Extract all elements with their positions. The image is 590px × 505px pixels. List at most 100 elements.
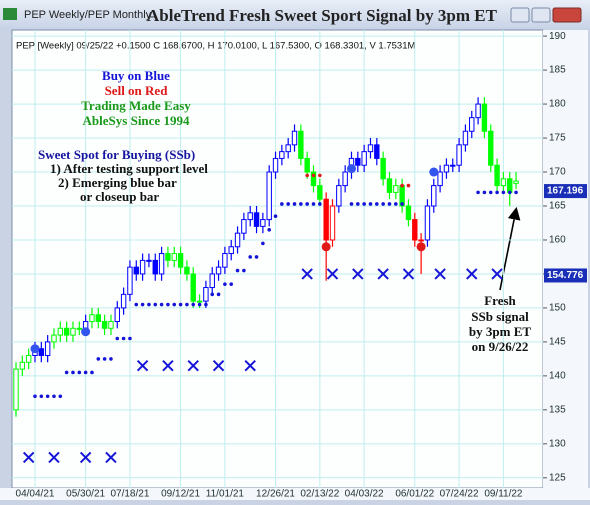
candle-body [481, 103, 488, 132]
support-dot [242, 268, 246, 273]
candle-body [405, 205, 412, 221]
candle-body [146, 259, 152, 262]
candle-body [317, 185, 323, 200]
x-tick-label: 09/11/22 [484, 489, 523, 500]
candle-body [133, 266, 139, 275]
candle-body [475, 103, 481, 119]
candle-body [57, 327, 64, 336]
support-dot [387, 202, 392, 206]
candle-body [95, 314, 101, 323]
candle-body [456, 144, 462, 166]
chart-title: AbleTrend Fresh Sweet Sport Signal by 3p… [147, 6, 498, 25]
plot-area [11, 29, 544, 489]
price-label: 167.196 [547, 186, 584, 197]
x-mark [466, 268, 478, 280]
annotation: 2) Emerging blue bar [58, 175, 177, 190]
candle-body [469, 117, 475, 132]
support-dot [109, 357, 113, 361]
x-mark [79, 451, 92, 464]
minimize-button[interactable] [510, 7, 530, 23]
candle-body [507, 178, 513, 193]
support-dot [121, 336, 126, 341]
x-tick-label: 06/01/22 [395, 489, 434, 500]
candle-body [114, 307, 120, 323]
support-dot [159, 302, 164, 307]
x-axis-area [0, 488, 590, 500]
support-dot [210, 292, 215, 297]
support-dot [52, 394, 56, 399]
y-tick-label: 150 [549, 303, 566, 314]
support-dot [394, 202, 398, 206]
support-dot [305, 202, 309, 206]
candle-body [462, 130, 469, 146]
annotation: on 9/26/22 [472, 339, 529, 354]
candle-body [228, 246, 234, 255]
candle-body [108, 321, 114, 329]
support-dot [90, 370, 94, 375]
candle-body [120, 293, 127, 309]
support-dot [501, 190, 506, 195]
app-icon [3, 8, 17, 20]
candle-body [152, 259, 158, 275]
candle-body [443, 164, 450, 173]
x-mark [48, 451, 60, 464]
candle-body [177, 253, 184, 268]
candle-body [361, 151, 367, 166]
annotation: Buy on Blue [102, 68, 170, 83]
annotation: Sell on Red [105, 83, 169, 98]
annotation: Sweet Spot for Buying (SSb) [38, 147, 195, 162]
support-dot [507, 190, 512, 195]
y-axis-area [543, 30, 588, 488]
close-button[interactable] [552, 7, 582, 23]
support-dot [185, 302, 189, 307]
candle-body [450, 164, 456, 167]
x-tick-label: 07/18/21 [110, 489, 149, 500]
x-mark [352, 268, 364, 280]
sell-signal [321, 242, 331, 252]
candle-body [272, 157, 279, 173]
support-dot [482, 190, 487, 195]
candle-body [209, 273, 215, 289]
candle-body [298, 130, 304, 159]
support-dot [153, 302, 158, 307]
candle-body [355, 157, 361, 166]
annotation: 1) After testing support level [50, 161, 208, 176]
x-mark [187, 359, 199, 372]
y-tick-label: 165 [549, 201, 566, 212]
support-dot [204, 302, 208, 307]
x-tick-label: 04/03/22 [345, 489, 384, 500]
support-dot [362, 202, 366, 206]
maximize-button[interactable] [531, 7, 551, 23]
support-dot [267, 227, 272, 232]
candle-body [19, 361, 26, 370]
y-tick-label: 180 [549, 99, 566, 110]
candle-body [431, 185, 437, 207]
buy-signal [429, 167, 439, 177]
x-mark [301, 268, 313, 280]
quote-header: PEP [Weekly] 09/25/22 +0.1500 C 168.6700… [16, 41, 415, 52]
support-dot [368, 202, 373, 206]
annotation: by 3pm ET [469, 324, 531, 339]
annotation: SSb signal [471, 309, 529, 324]
support-dot [280, 202, 284, 206]
candle-body [215, 266, 222, 275]
support-dot [216, 292, 221, 297]
support-dot [140, 302, 145, 307]
candle-body [171, 253, 177, 261]
candle-body [63, 327, 70, 336]
candle-body [386, 178, 393, 193]
annotation: or closeup bar [80, 189, 159, 204]
support-dot [172, 302, 177, 307]
x-mark [22, 451, 35, 464]
candle-body [336, 185, 342, 207]
candle-body [222, 253, 228, 268]
candle-body [367, 144, 374, 153]
x-mark [491, 268, 503, 280]
candle-body [44, 341, 51, 356]
support-dot [356, 202, 360, 206]
candle-body [418, 239, 424, 242]
support-dot [311, 202, 316, 206]
y-tick-label: 140 [549, 371, 566, 382]
x-mark [434, 268, 446, 280]
